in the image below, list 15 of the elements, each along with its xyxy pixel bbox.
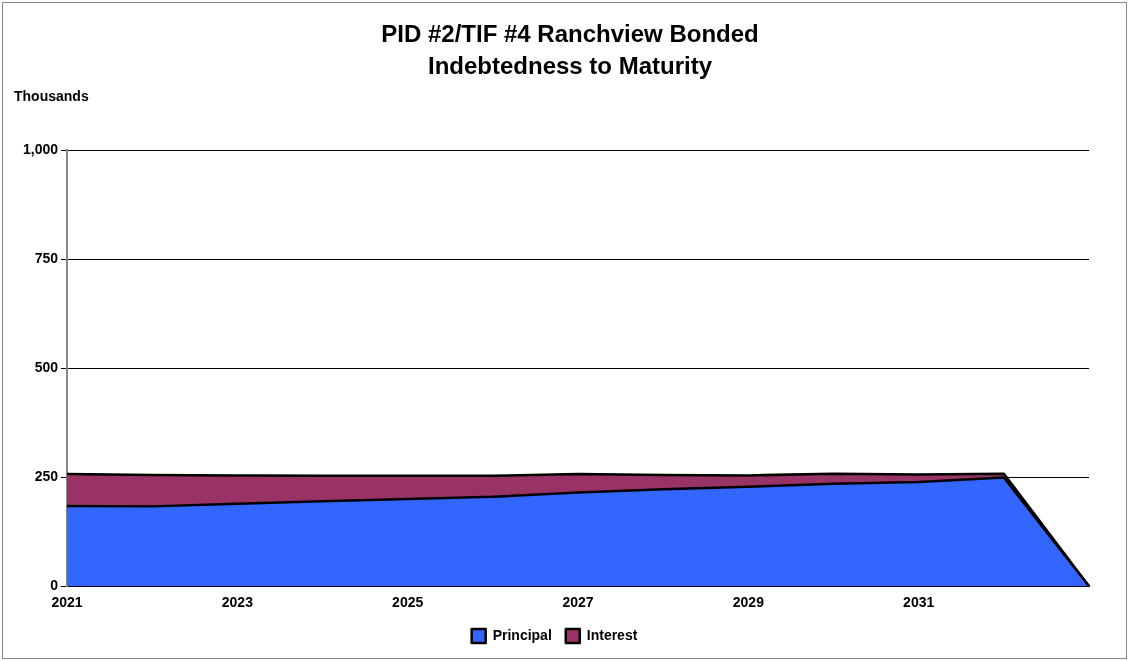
y-axis-title: Thousands — [14, 88, 89, 104]
legend-label: Interest — [586, 626, 638, 643]
x-tick-label: 2031 — [903, 594, 935, 611]
chart-title: PID #2/TIF #4 Ranchview Bonded Indebtedness to Maturity — [380, 19, 760, 81]
x-tick-label: 2023 — [221, 594, 254, 611]
y-tick-label: 1,000 — [22, 140, 59, 157]
legend-label: Principal — [492, 626, 552, 643]
x-tick-label: 2021 — [51, 594, 83, 611]
x-tick-label: 2029 — [732, 594, 765, 611]
x-tick-label: 2025 — [392, 594, 424, 611]
y-tick-label: 0 — [50, 577, 59, 594]
y-tick-label: 750 — [34, 249, 59, 266]
x-tick-label: 2027 — [562, 594, 594, 611]
y-tick-label: 250 — [34, 468, 59, 485]
y-tick-label: 500 — [34, 358, 59, 375]
